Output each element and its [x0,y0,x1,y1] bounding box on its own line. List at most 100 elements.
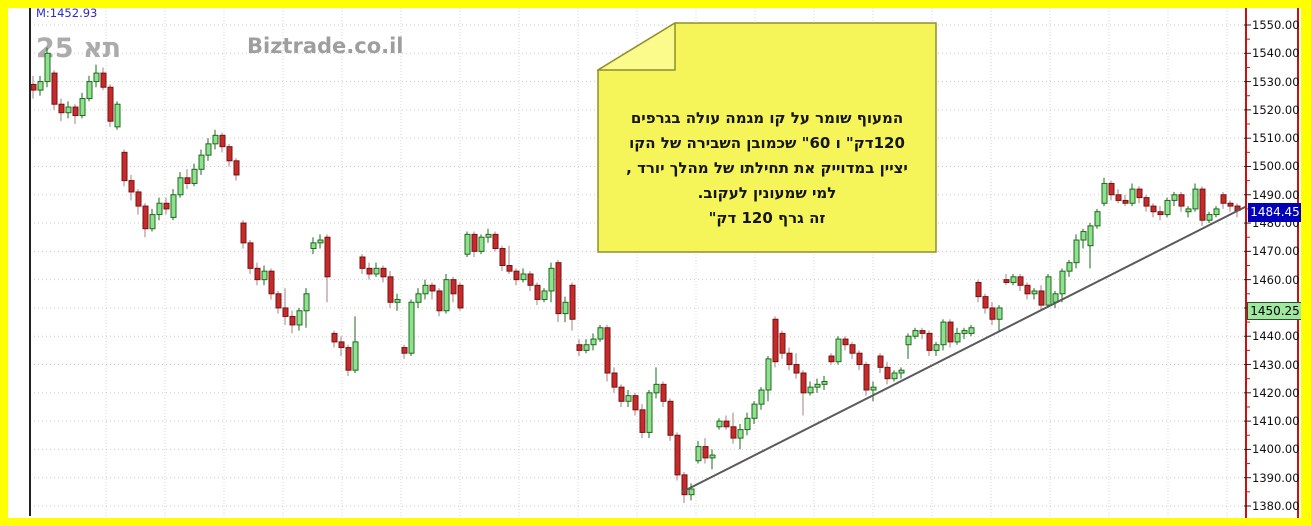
candle [1003,273,1010,286]
candle [415,288,422,308]
indicator-readout: M:1452.93 [36,6,97,20]
candle-body [352,341,359,371]
candle-body [1010,276,1017,283]
candle-body [1024,284,1031,295]
candle [303,288,310,328]
candle [1157,206,1164,221]
candle [688,483,695,501]
candle [142,203,149,238]
candle [310,237,317,255]
candle-body [912,330,919,337]
candle [947,319,954,348]
candle [233,157,240,181]
candle [667,398,674,441]
frame-border-bottom [0,518,1311,526]
candle [422,279,429,300]
price-axis-label: 1540.00 [1252,46,1300,61]
price-axis-label: 1400.00 [1252,442,1300,457]
candle [1150,203,1157,218]
annotation-note[interactable]: המעוף שומר על קו מגמה עולה בגרפים 120דק"… [595,21,937,253]
candle [758,387,765,410]
candle-body [191,168,198,184]
candle-body [1192,188,1199,210]
candle-body [520,273,527,281]
candle-body [212,134,219,145]
candle [611,367,618,393]
candle [520,268,527,283]
price-axis-label: 1520.00 [1252,102,1300,117]
candle [135,189,142,215]
candle-body [261,270,268,281]
candle-body [688,488,695,496]
candle-body [1122,199,1129,204]
candle [65,101,72,119]
candle [919,327,926,340]
candle [177,172,184,198]
candle [828,353,835,365]
candle-body [254,267,261,281]
candle [849,341,856,359]
candle-body [373,267,380,275]
candle [863,361,870,396]
candle [793,353,800,379]
candle-body [1150,205,1157,213]
candle [786,347,793,371]
candle-body [695,446,702,462]
candle [359,254,366,274]
candle-body [604,327,611,374]
site-watermark: Biztrade.co.il [247,34,404,58]
candle-body [471,233,478,252]
candle-body [1073,239,1080,264]
candle [457,282,464,311]
candle [1143,194,1150,212]
price-axis[interactable] [29,8,1299,518]
trendline-layer[interactable] [681,205,1248,493]
candle-body [233,160,240,176]
candle [1115,189,1122,204]
candle [156,197,163,221]
candle [443,273,450,314]
candle [821,375,828,390]
candle-body [331,332,338,343]
candle-body [93,72,100,83]
candle-body [149,214,156,230]
candle-body [800,372,807,394]
candle-body [1115,194,1122,201]
price-axis-label: 1420.00 [1252,385,1300,400]
candle [1073,234,1080,269]
candle [107,84,114,127]
candle-body [1171,194,1178,201]
candle-body [282,307,289,317]
candle-body [114,103,121,128]
candle [408,299,415,357]
candle-body [317,239,324,244]
price-axis-label: 1430.00 [1252,357,1300,372]
candle-body [219,134,226,148]
candle [37,75,44,96]
candle [485,228,492,243]
candle [429,282,436,300]
candle [464,231,471,258]
candle-body [275,293,282,309]
candle [1031,288,1038,300]
candle-body [1143,197,1150,207]
candle-body [744,417,751,431]
candle [989,302,996,325]
candle-body [737,429,744,439]
candle [373,262,380,277]
candle-body [1157,211,1164,216]
candle-body [205,143,212,156]
candle [324,234,331,303]
price-axis-label: 1490.00 [1252,187,1300,202]
candle [681,472,688,504]
candle-body [1220,194,1227,204]
candle-body [961,330,968,334]
candle-body [996,307,1003,320]
candle-body [184,177,191,184]
candle-body [506,265,513,272]
candle-body [814,383,821,388]
candle [121,149,128,187]
candle [1010,273,1017,286]
price-axis-label: 1440.00 [1252,329,1300,344]
